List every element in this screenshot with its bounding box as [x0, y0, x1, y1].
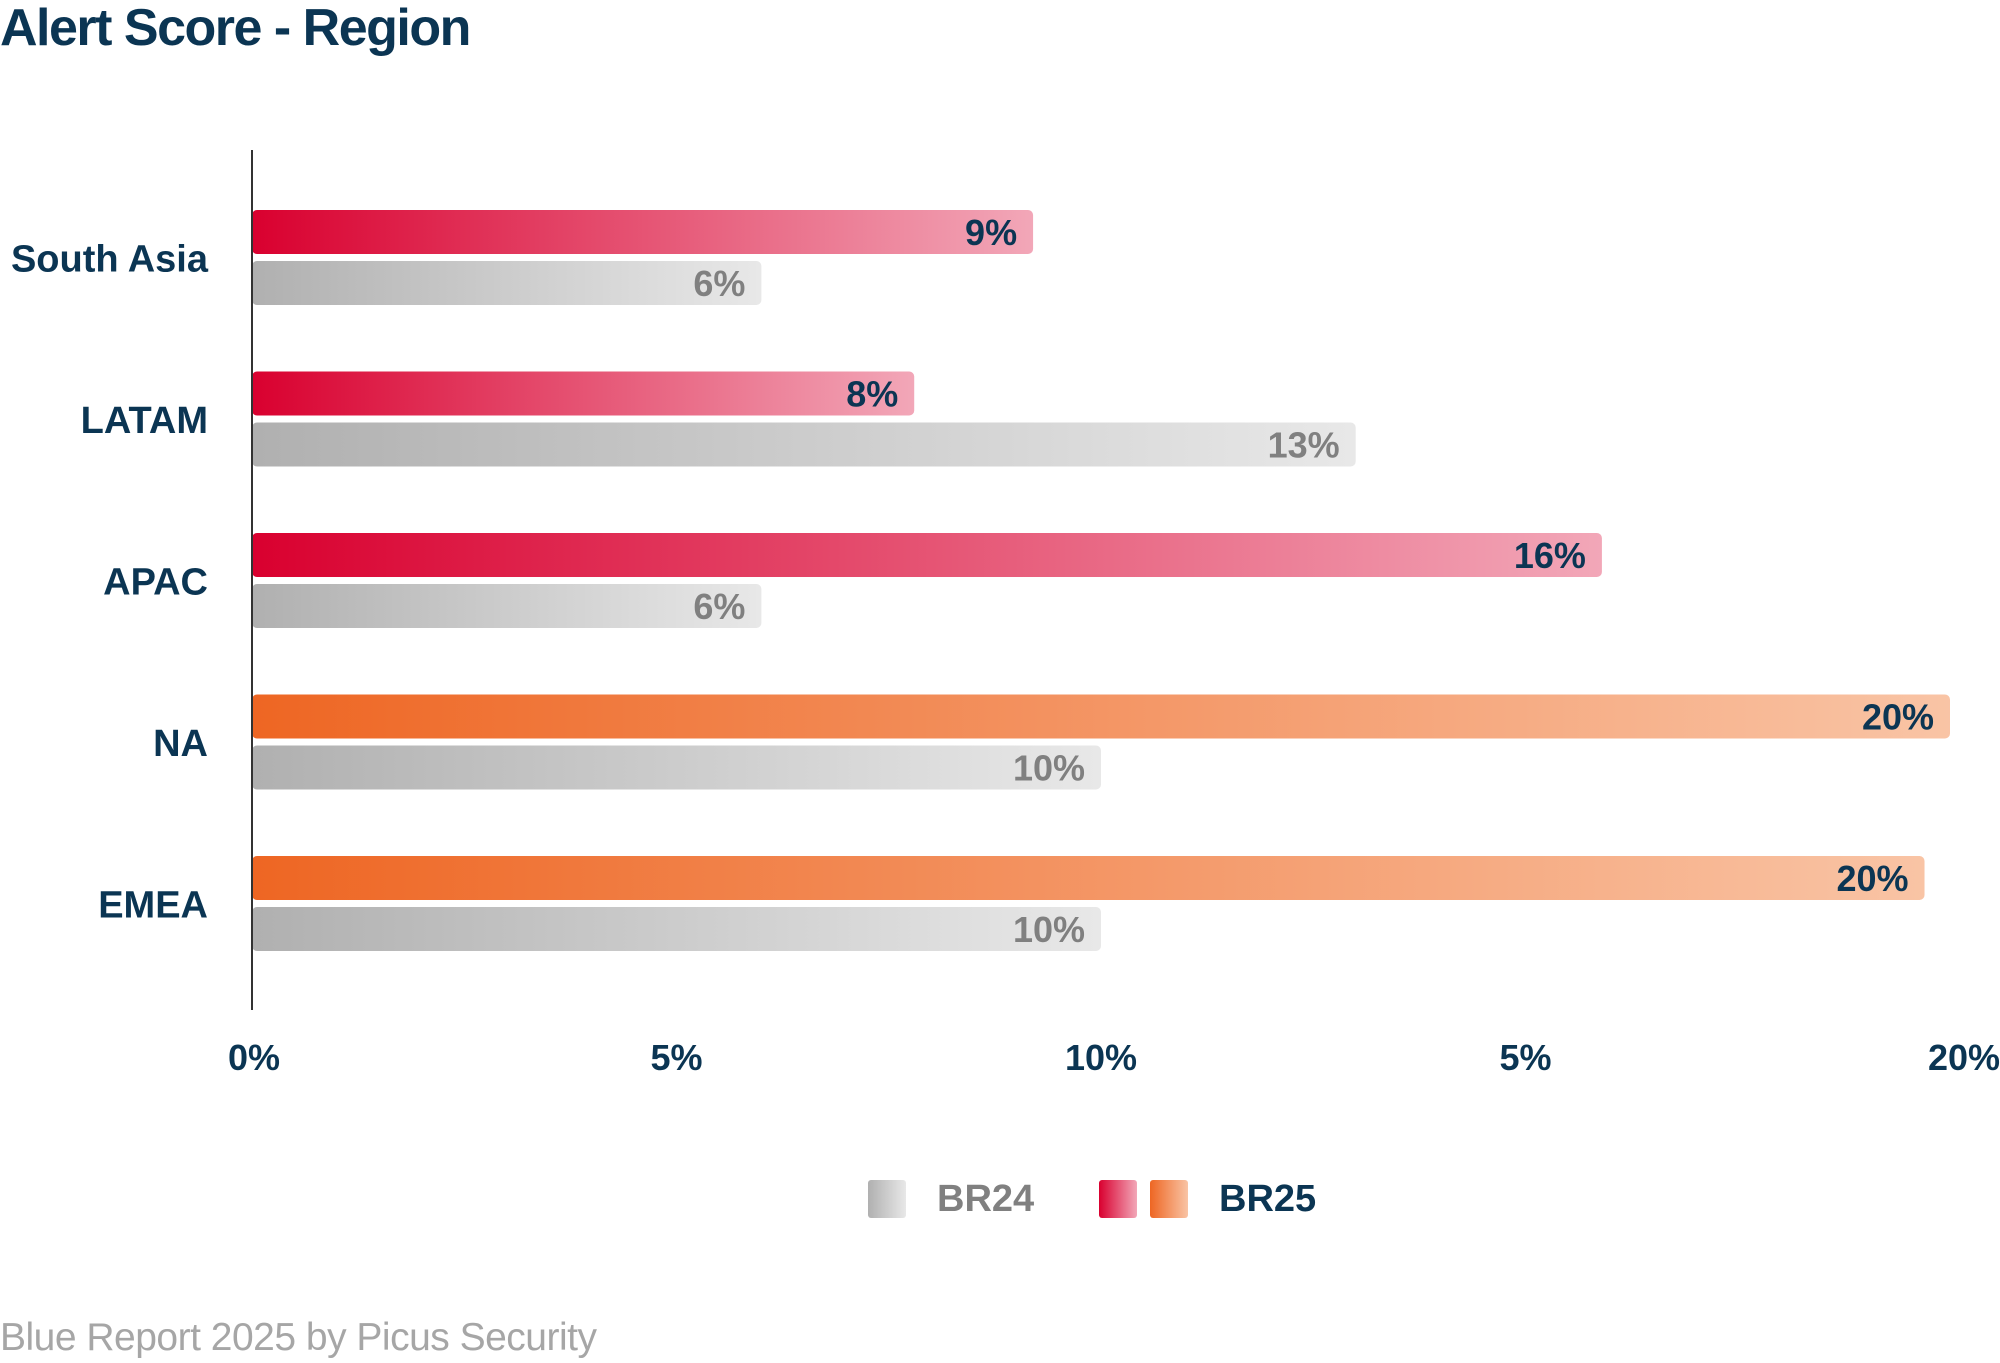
legend-swatch-gray: [868, 1180, 906, 1218]
x-tick-label: 0%: [228, 1037, 280, 1078]
category-label-na: NA: [153, 723, 208, 765]
chart-title: Alert Score - Region: [0, 0, 471, 57]
bar-br25-south-asia: [252, 210, 1034, 254]
x-tick-label: 5%: [650, 1037, 702, 1078]
bar-br24-apac: [252, 584, 762, 628]
data-label-br24-na: 10%: [1013, 748, 1085, 789]
data-label-br25-na: 20%: [1862, 697, 1934, 738]
bar-br25-emea: [252, 856, 1925, 900]
category-label-emea: EMEA: [98, 885, 208, 927]
category-label-apac: APAC: [103, 562, 208, 604]
x-tick-label: 10%: [1065, 1037, 1137, 1078]
data-label-br25-latam: 8%: [846, 374, 898, 415]
data-label-br24-apac: 6%: [693, 586, 745, 627]
x-tick-label: 20%: [1928, 1037, 2000, 1078]
footer-credit: Blue Report 2025 by Picus Security: [0, 1316, 597, 1359]
bar-br24-emea: [252, 907, 1101, 951]
category-label-latam: LATAM: [81, 400, 208, 442]
legend-swatch-orange: [1150, 1180, 1188, 1218]
data-label-br25-emea: 20%: [1836, 858, 1908, 899]
data-label-br24-south-asia: 6%: [693, 263, 745, 304]
bar-br25-na: [252, 694, 1950, 739]
x-tick-label: 5%: [1499, 1037, 1551, 1078]
bar-br25-apac: [252, 533, 1602, 577]
bar-br24-na: [252, 745, 1101, 790]
bar-br24-latam: [252, 422, 1356, 467]
bar-br24-south-asia: [252, 261, 762, 305]
legend-swatch-red: [1099, 1180, 1137, 1218]
data-label-br24-latam: 13%: [1268, 425, 1340, 466]
legend-label-br24: BR24: [937, 1178, 1034, 1220]
data-label-br25-apac: 16%: [1514, 535, 1586, 576]
bar-br25-latam: [252, 371, 915, 416]
data-label-br25-south-asia: 9%: [965, 212, 1017, 253]
category-label-south-asia: South Asia: [11, 239, 209, 281]
legend-label-br25: BR25: [1219, 1178, 1316, 1220]
data-label-br24-emea: 10%: [1013, 909, 1085, 950]
